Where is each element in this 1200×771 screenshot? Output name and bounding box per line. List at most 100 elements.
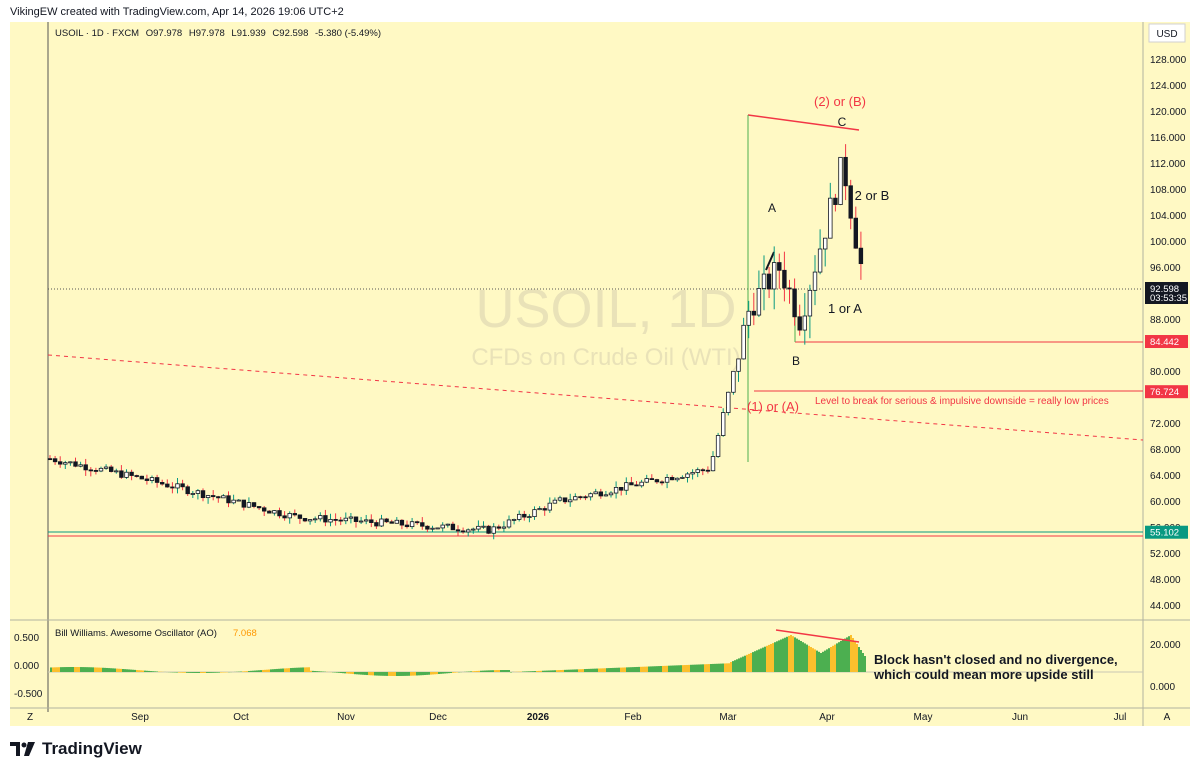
ao-bar (428, 672, 430, 675)
price-badge-label: 84.442 (1150, 337, 1179, 348)
candle-body (578, 496, 583, 499)
ao-bar (704, 664, 706, 672)
price-tick-label: 64.000 (1150, 471, 1181, 482)
ao-bar (204, 672, 206, 673)
candle-body (68, 461, 73, 464)
ao-bar (430, 672, 432, 675)
dashed-trendline (47, 354, 1144, 441)
time-tick-label: 2026 (527, 712, 550, 723)
ao-bar (642, 666, 644, 672)
ao-bar (346, 672, 348, 674)
ao-bar (740, 657, 742, 672)
candle-body (481, 525, 486, 528)
time-tick-label: Jun (1012, 712, 1028, 723)
ao-bar (296, 667, 298, 672)
price-axis[interactable]: 128.000 124.000 120.000 116.000 112.000 108.0… (1150, 55, 1187, 612)
ao-bar (590, 668, 592, 672)
candlestick-series[interactable] (47, 144, 864, 540)
ao-bar (656, 666, 658, 672)
candle-body (817, 248, 823, 273)
ao-bar (134, 669, 136, 672)
ao-bar (474, 671, 476, 672)
ao-bar (452, 672, 454, 673)
ao-bar (354, 672, 356, 675)
chart-svg[interactable]: USOIL, 1D CFDs on Crude Oil (WTI) USOIL … (10, 22, 1190, 726)
oscillator-pane[interactable]: Bill Williams. Awesome Oscillator (AO) 7… (14, 628, 1181, 700)
candle-body (721, 412, 726, 436)
ao-bar (524, 671, 526, 672)
candle-body (379, 518, 384, 527)
ao-bar (830, 647, 832, 672)
candle-body (292, 513, 297, 516)
ao-bar (122, 668, 124, 672)
corner-a-button[interactable]: A (1164, 712, 1171, 723)
candle-body (629, 482, 634, 486)
ao-bar (206, 672, 208, 673)
candle-body (73, 461, 78, 467)
candle-body (277, 510, 282, 517)
ao-bar (384, 672, 386, 676)
ao-bar (352, 672, 354, 675)
ao-bar (54, 667, 56, 672)
candle-body (129, 471, 134, 476)
candle-body (348, 516, 354, 519)
ao-bar (52, 667, 54, 672)
ao-bar (764, 646, 766, 672)
time-tick-label: Dec (429, 712, 447, 723)
candle-body (634, 484, 639, 487)
ao-bar (856, 644, 858, 672)
ao-bar (502, 670, 504, 672)
chart-header: VikingEW created with TradingView.com, A… (10, 6, 344, 18)
ao-bar (98, 667, 100, 672)
ao-bar (432, 672, 434, 675)
annot-2-or-b: (2) or (B) (814, 94, 866, 109)
annot-c: C (838, 115, 847, 129)
ao-bar (666, 665, 668, 672)
candle-body (588, 493, 593, 498)
ao-bar (152, 671, 154, 672)
ao-bar (390, 672, 392, 676)
watermark-description: CFDs on Crude Oil (WTI) (471, 344, 740, 371)
ao-bar (374, 672, 376, 676)
candle-body (792, 288, 797, 318)
ao-bar (282, 668, 284, 672)
time-axis[interactable]: Sep Oct Nov Dec 2026 Feb Mar Apr May Jun Jul (131, 712, 1126, 723)
candle-body (685, 473, 690, 478)
ao-bar (860, 650, 862, 672)
ao-bar (112, 668, 114, 672)
candle-body (455, 529, 461, 532)
candle-body (726, 391, 731, 413)
ao-left-axis-2: 0.000 (14, 661, 39, 672)
ao-bar (82, 667, 84, 672)
chart-area[interactable]: USOIL, 1D CFDs on Crude Oil (WTI) USOIL … (10, 22, 1190, 726)
currency-button[interactable] (1148, 23, 1186, 43)
ao-bar (808, 645, 810, 672)
ao-bar (416, 672, 418, 676)
candle-body (430, 527, 435, 530)
footer: TradingView (10, 738, 142, 760)
ao-bar (210, 672, 212, 673)
candle-body (58, 461, 63, 465)
ao-bar (422, 672, 424, 676)
candle-body (205, 495, 211, 499)
candle-body (761, 273, 767, 289)
ao-bar (342, 672, 344, 674)
ao-bar (260, 670, 262, 672)
ao-bar (854, 641, 856, 672)
ao-bar (136, 670, 138, 672)
ao-bar (804, 643, 806, 672)
corner-z-button[interactable]: Z (27, 712, 33, 723)
ao-bar (750, 653, 752, 672)
candle-body (409, 521, 415, 528)
ao-bar (826, 649, 828, 672)
candle-body (736, 358, 741, 372)
candle-body (537, 508, 542, 511)
ao-bar (304, 667, 306, 672)
ao-bar (220, 672, 222, 673)
candle-body (425, 525, 430, 530)
candle-body (506, 519, 512, 528)
candle-body (593, 491, 598, 495)
ao-bar (418, 672, 420, 676)
candle-body (654, 479, 660, 483)
ao-bar (742, 656, 744, 672)
